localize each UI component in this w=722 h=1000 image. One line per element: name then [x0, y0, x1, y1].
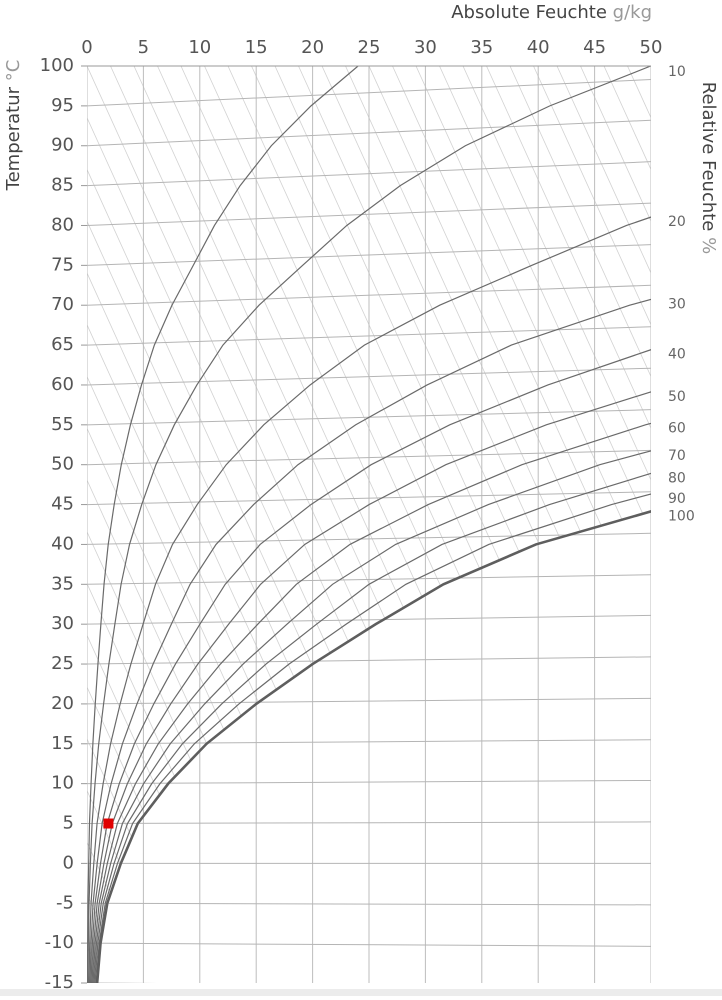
x-tick-label: 35 — [470, 37, 493, 58]
enthalpy-line — [0, 66, 296, 991]
enthalpy-line — [299, 66, 719, 991]
grid — [87, 38, 651, 987]
rh-curve — [90, 265, 722, 983]
enthalpy-line — [158, 66, 578, 991]
y-tick-label: 30 — [51, 613, 74, 634]
x-tick-label: 20 — [301, 37, 324, 58]
y-tick-label: 35 — [51, 573, 74, 594]
x-tick-label: 25 — [358, 37, 381, 58]
y-tick-label: 90 — [51, 135, 74, 156]
y-axis-title: Temperatur °C — [3, 60, 24, 192]
x-tick-label: 5 — [138, 37, 149, 58]
enthalpy-line — [534, 66, 722, 991]
y-tick-label: 75 — [51, 254, 74, 275]
enthalpy-line — [0, 66, 61, 991]
enthalpy-line — [17, 66, 437, 991]
y-tick-label: 10 — [51, 773, 74, 794]
rh-label: 60 — [668, 420, 686, 436]
y-tick-label: 65 — [51, 334, 74, 355]
x-tick-label: 10 — [188, 37, 211, 58]
x-axis-unit: g/kg — [613, 2, 652, 23]
y-tick-label: -10 — [45, 932, 74, 953]
y-tick-label: 80 — [51, 214, 74, 235]
rh-label: 80 — [668, 470, 686, 486]
y-tick-label: 5 — [63, 813, 74, 834]
y-tick-label: 55 — [51, 414, 74, 435]
x-axis-label: Absolute Feuchte — [451, 2, 607, 23]
enthalpy-line — [111, 66, 531, 991]
y-tick-label: 25 — [51, 653, 74, 674]
y-axis-label: Temperatur — [3, 86, 24, 191]
y-tick-label: -5 — [56, 892, 74, 913]
x-tick-label: 45 — [583, 37, 606, 58]
rh-label: 40 — [668, 347, 686, 363]
rh-label: 20 — [668, 214, 686, 230]
x-axis-title: Absolute Feuchte g/kg — [451, 2, 652, 23]
bottom-bar — [0, 989, 722, 996]
rh-curve — [93, 385, 722, 983]
rh-label: 70 — [668, 448, 686, 464]
y-tick-label: 100 — [40, 55, 74, 76]
enthalpy-line — [228, 66, 648, 991]
y2-axis-title: Relative Feuchte % — [698, 82, 719, 254]
enthalpy-line — [369, 66, 722, 991]
enthalpy-line — [0, 66, 202, 991]
rh-curve — [91, 345, 664, 983]
y-tick-label: 85 — [51, 175, 74, 196]
y2-axis-label: Relative Feuchte — [698, 82, 719, 232]
y-tick-label: 0 — [63, 852, 74, 873]
rh-label: 90 — [668, 491, 686, 507]
y-tick-label: 50 — [51, 454, 74, 475]
enthalpy-line — [0, 66, 37, 991]
enthalpy-line — [0, 66, 155, 991]
rh-label: 100 — [668, 508, 695, 524]
enthalpy-line — [346, 66, 722, 991]
rh-curve — [97, 505, 675, 983]
y-tick-label: 15 — [51, 733, 74, 754]
y-tick-label: 60 — [51, 374, 74, 395]
x-tick-label: 15 — [245, 37, 268, 58]
y-tick-label: 20 — [51, 693, 74, 714]
enthalpy-line — [557, 66, 722, 991]
isotherm-line — [87, 983, 651, 987]
y-tick-label: 45 — [51, 494, 74, 515]
y-axis-unit: °C — [3, 60, 24, 82]
y-tick-label: 40 — [51, 533, 74, 554]
enthalpy-line — [0, 66, 14, 991]
rh-label: 30 — [668, 296, 686, 312]
x-tick-label: 0 — [81, 37, 92, 58]
curves — [87, 66, 722, 983]
enthalpy-line — [393, 66, 722, 991]
enthalpy-line — [87, 66, 507, 991]
enthalpy-line — [0, 66, 319, 991]
x-tick-label: 50 — [640, 37, 663, 58]
y-tick-label: -15 — [45, 972, 74, 993]
enthalpy-line — [134, 66, 554, 991]
y-tick-label: 70 — [51, 294, 74, 315]
x-tick-label: 30 — [414, 37, 437, 58]
y-tick-label: 95 — [51, 95, 74, 116]
marker-point — [103, 819, 113, 829]
y2-axis-unit: % — [698, 237, 719, 254]
enthalpy-line — [0, 66, 225, 991]
rh-label: 10 — [668, 64, 686, 80]
rh-label: 50 — [668, 389, 686, 405]
x-tick-label: 40 — [527, 37, 550, 58]
enthalpy-line — [205, 66, 625, 991]
